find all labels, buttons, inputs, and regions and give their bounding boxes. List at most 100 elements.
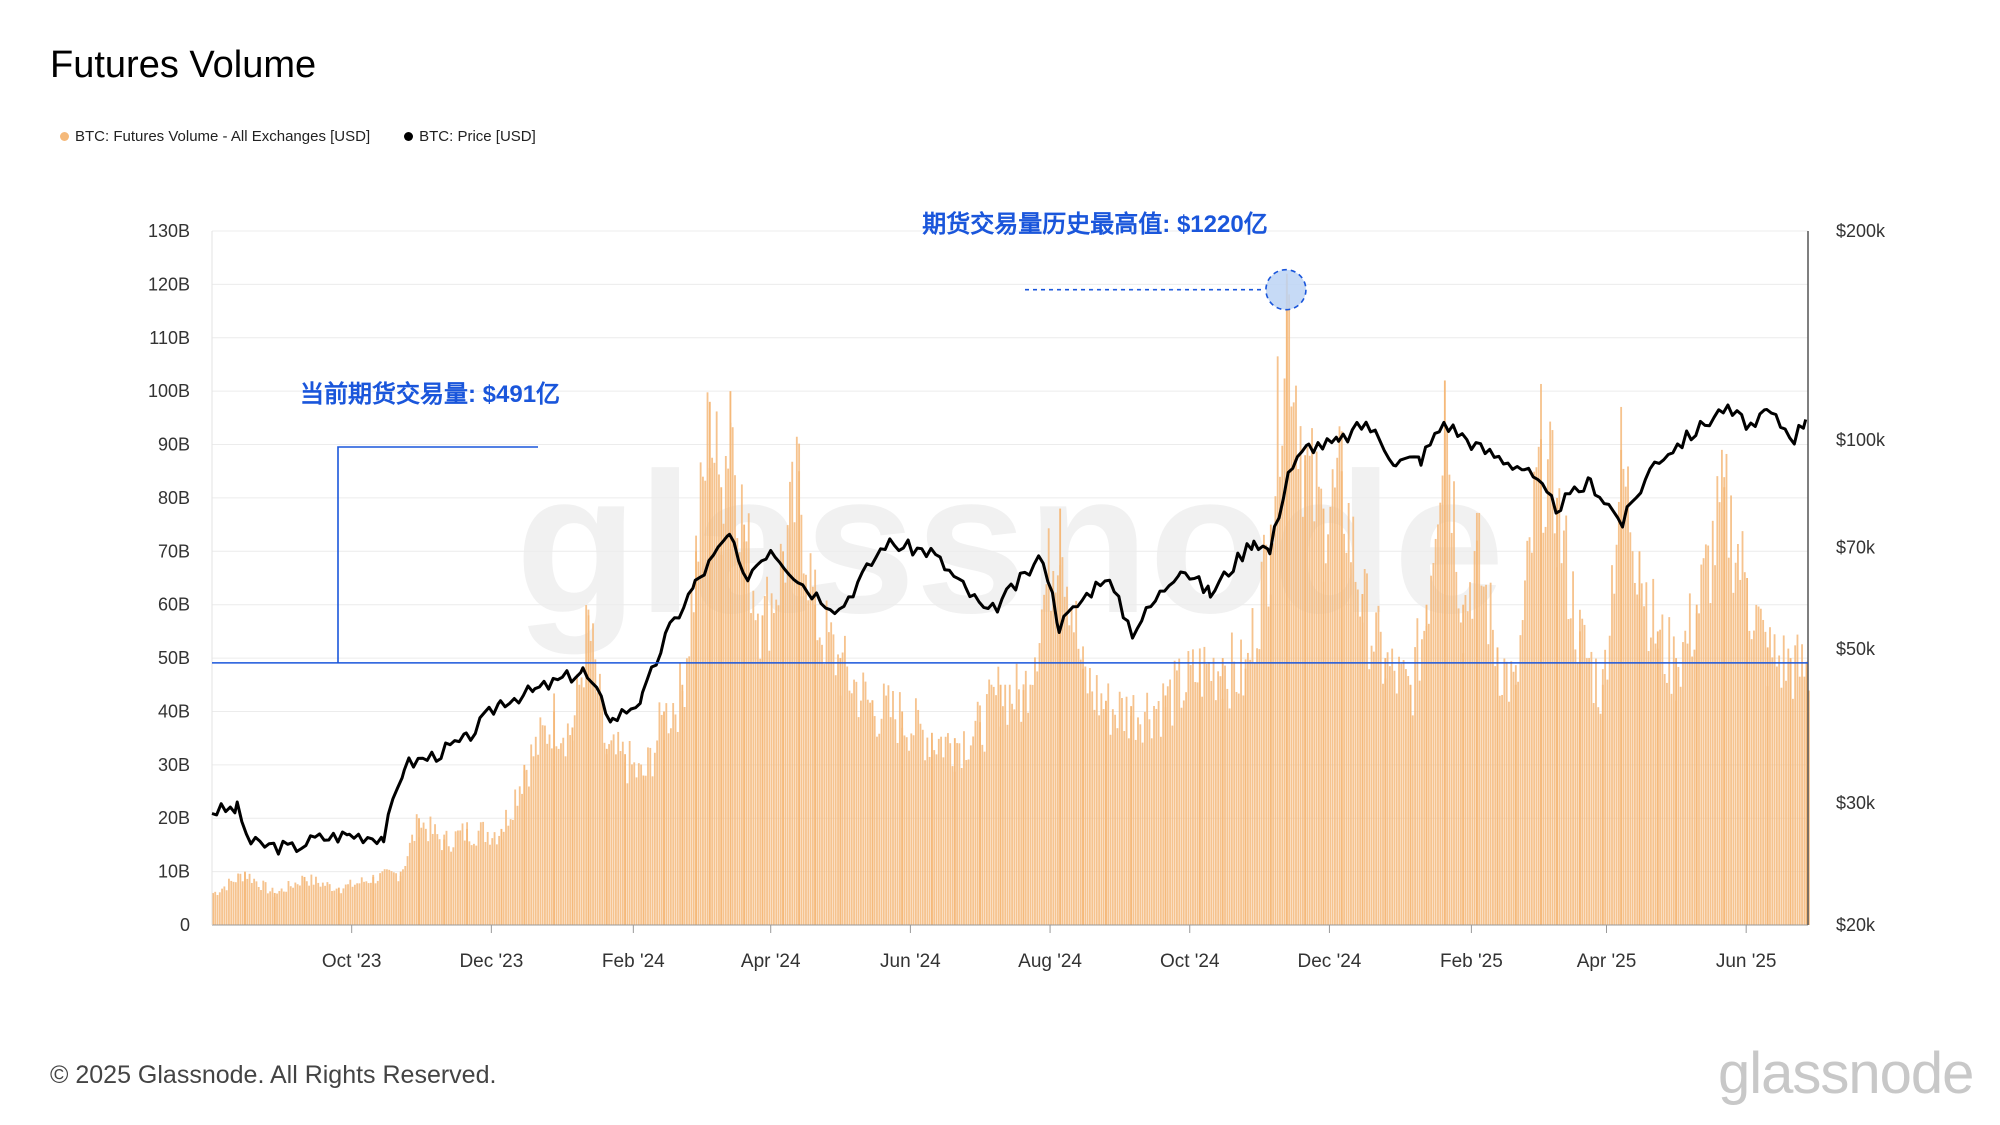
volume-bar [271, 887, 274, 925]
volume-bar [914, 698, 917, 925]
volume-bar [869, 702, 872, 925]
volume-bar [1666, 682, 1668, 925]
x-tick-label: Jun '25 [1716, 951, 1777, 972]
volume-bar [1098, 715, 1100, 925]
volume-bar [727, 468, 730, 925]
volume-bar [1118, 691, 1121, 925]
volume-bar [1004, 684, 1007, 925]
volume-bar [619, 751, 622, 925]
volume-bar [305, 881, 308, 925]
volume-bar [1356, 589, 1359, 925]
x-tick-label: Dec '23 [459, 951, 523, 972]
volume-bar [1166, 686, 1169, 925]
volume-bar-key [1475, 540, 1478, 925]
volume-bar [1315, 451, 1318, 925]
volume-bar [1629, 532, 1632, 925]
volume-bar-key [1638, 551, 1641, 925]
volume-bar [860, 700, 862, 925]
volume-bar [841, 652, 844, 925]
volume-bar [257, 887, 260, 925]
volume-bar [262, 880, 265, 925]
volume-bar-key [244, 871, 246, 925]
volume-bar [1194, 682, 1197, 925]
volume-bar [260, 890, 262, 925]
volume-bar [1421, 639, 1423, 925]
volume-bar [949, 743, 952, 925]
legend-item-volume[interactable]: BTC: Futures Volume - All Exchanges [USD… [60, 128, 370, 145]
volume-bar [1400, 663, 1403, 925]
y-right-tick-label: $30k [1836, 793, 1876, 813]
volume-bar [379, 873, 381, 925]
legend-swatch-price [404, 132, 414, 141]
volume-bar [715, 411, 718, 925]
y-left-tick-label: 40B [158, 701, 190, 721]
volume-bar [248, 873, 251, 925]
volume-bar [1111, 709, 1114, 925]
volume-bar-key [743, 524, 746, 925]
volume-bar [1787, 648, 1790, 925]
volume-bar [1553, 533, 1556, 925]
volume-bar [672, 703, 675, 925]
volume-bar [1636, 594, 1639, 925]
volume-bar [1613, 593, 1616, 925]
volume-bar [255, 881, 258, 925]
volume-bar [527, 786, 530, 925]
volume-bar [837, 654, 839, 925]
volume-bar [816, 640, 819, 925]
volume-bar [1617, 501, 1620, 925]
volume-bar [1549, 421, 1552, 925]
volume-bar [823, 663, 826, 925]
volume-bar-key [901, 711, 904, 925]
volume-bar [1704, 544, 1707, 925]
volume-bar [1150, 738, 1153, 925]
volume-bar-key [1384, 658, 1387, 925]
volume-bar [1562, 530, 1565, 925]
volume-bar [578, 684, 581, 925]
volume-bar [1061, 557, 1064, 925]
price-line [211, 403, 1808, 856]
volume-bar [319, 886, 322, 925]
volume-bar [1279, 476, 1281, 925]
volume-bar [1592, 703, 1595, 925]
volume-bar [1382, 683, 1384, 925]
volume-bar [880, 718, 883, 925]
volume-bar [463, 840, 466, 925]
volume-bar [585, 605, 588, 925]
volume-bar [447, 846, 450, 925]
y-left-tick-label: 110B [149, 328, 190, 348]
volume-bar [1100, 693, 1103, 925]
volume-bar [1450, 532, 1453, 925]
volume-bar [564, 756, 567, 925]
volume-bar [1125, 696, 1128, 925]
volume-bar [1693, 649, 1696, 925]
volume-bar [919, 723, 922, 925]
volume-bar [1038, 643, 1041, 925]
volume-bar [1720, 449, 1723, 925]
volume-bar-key [1805, 663, 1808, 925]
volume-bar [489, 844, 491, 925]
volume-bar [1075, 600, 1078, 925]
volume-bar [1084, 666, 1087, 925]
volume-bar [905, 737, 908, 925]
volume-bar [395, 873, 398, 925]
volume-bar [770, 593, 773, 925]
volume-bar [1063, 596, 1066, 925]
copyright-footer: © 2025 Glassnode. All Rights Reserved. [50, 1061, 497, 1089]
volume-bar-key [695, 551, 697, 925]
volume-bar [1139, 724, 1142, 925]
volume-bar [702, 476, 704, 925]
volume-bar [1263, 534, 1265, 925]
volume-bar [221, 888, 223, 925]
volume-bar-key [273, 892, 276, 925]
volume-bar [846, 666, 849, 925]
volume-bar [1283, 378, 1286, 925]
volume-bar [1732, 592, 1735, 925]
volume-bar [1663, 674, 1666, 925]
volume-bar [903, 735, 906, 925]
legend-item-price[interactable]: BTC: Price [USD] [404, 128, 536, 145]
volume-bar [376, 880, 379, 925]
volume-bar [1201, 696, 1204, 925]
annotations: 当前期货交易量: $491亿 期货交易量历史最高值: $1220亿 [212, 210, 1808, 664]
volume-bar [450, 851, 452, 925]
volume-bar [811, 586, 814, 925]
